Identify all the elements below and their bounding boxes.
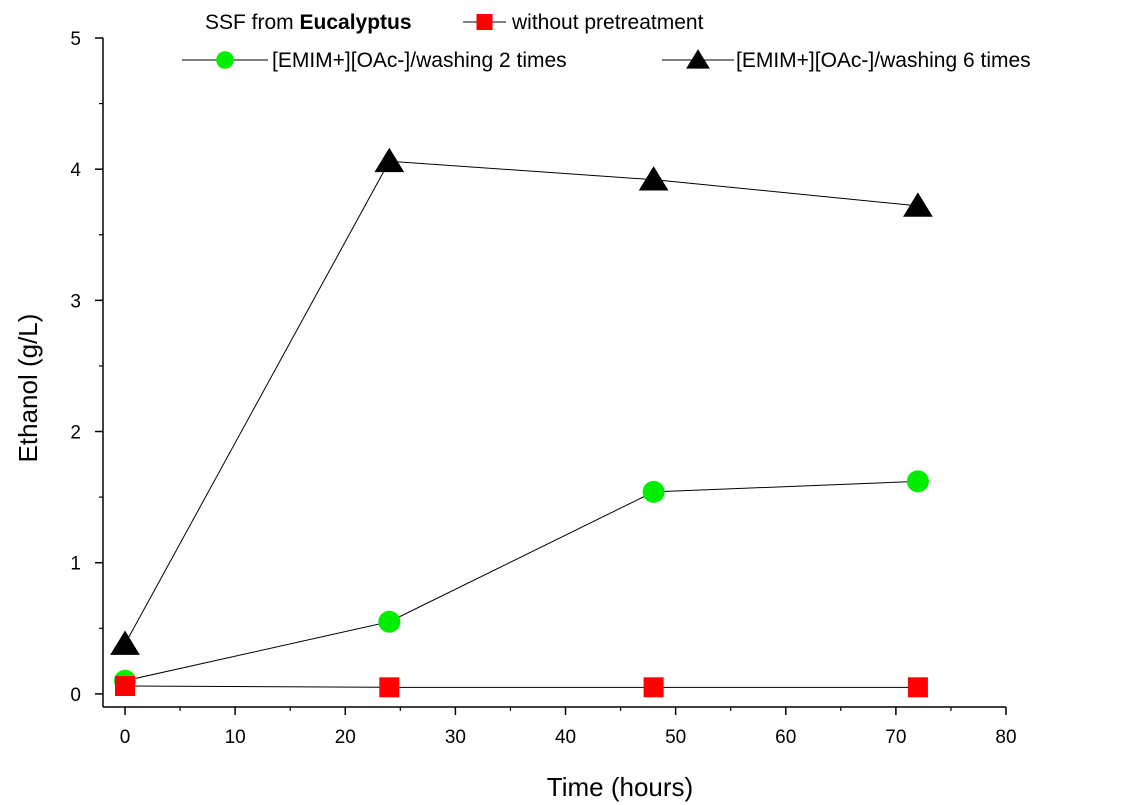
legend-title-prefix: SSF from — [205, 11, 300, 34]
series-without-pretreatment — [115, 676, 928, 698]
data-point — [378, 610, 401, 633]
y-tick-label: 1 — [70, 554, 81, 575]
data-point — [643, 677, 664, 698]
axes — [102, 38, 1006, 708]
y-axis-title: Ethanol (g/L) — [13, 314, 43, 463]
legend-item-washing-2-times: [EMIM+][OAc-]/washing 2 times — [182, 49, 567, 72]
data-point — [110, 630, 140, 655]
x-tick-label: 60 — [775, 727, 796, 748]
y-tick-label: 5 — [70, 29, 81, 50]
x-tick-label: 40 — [555, 727, 576, 748]
y-ticks: 0 1 2 3 4 5 — [70, 29, 103, 706]
data-point — [907, 677, 928, 698]
legend-title: SSF from Eucalyptus — [205, 11, 412, 34]
y-tick-label: 2 — [70, 423, 81, 444]
legend-marker-triangle — [686, 49, 710, 69]
data-point — [374, 147, 405, 173]
x-ticks: 0 10 20 30 40 50 60 70 80 — [120, 707, 1017, 748]
legend-label: [EMIM+][OAc-]/washing 6 times — [736, 49, 1031, 72]
series-layer — [110, 147, 933, 698]
y-tick-label: 4 — [70, 160, 81, 181]
legend-title-bold: Eucalyptus — [300, 11, 412, 34]
data-point — [638, 166, 669, 191]
data-point — [642, 480, 665, 503]
x-tick-label: 20 — [335, 727, 356, 748]
x-tick-label: 30 — [445, 727, 466, 748]
x-tick-label: 50 — [665, 727, 686, 748]
series-line — [124, 480, 918, 682]
x-axis-title: Time (hours) — [547, 772, 693, 802]
data-point — [115, 676, 136, 697]
series-line — [124, 160, 918, 645]
legend-marker-square — [476, 14, 493, 30]
series-washing-2-times — [114, 470, 929, 692]
y-tick-label: 0 — [70, 685, 81, 706]
x-tick-label: 0 — [120, 727, 131, 748]
x-tick-label: 70 — [885, 727, 906, 748]
data-point — [903, 192, 933, 217]
series-line — [125, 685, 918, 688]
data-point — [906, 470, 929, 493]
legend: SSF from Eucalyptus without pretreatment… — [182, 11, 1031, 72]
x-tick-label: 80 — [995, 727, 1016, 748]
legend-marker-circle — [216, 51, 234, 69]
legend-label: [EMIM+][OAc-]/washing 2 times — [272, 49, 567, 72]
series-washing-6-times — [110, 147, 933, 655]
legend-item-without-pretreatment: without pretreatment — [463, 11, 704, 34]
legend-item-washing-6-times: [EMIM+][OAc-]/washing 6 times — [662, 49, 1031, 72]
y-tick-label: 3 — [70, 291, 81, 312]
legend-label: without pretreatment — [511, 11, 704, 34]
x-tick-label: 10 — [225, 727, 246, 748]
data-point — [379, 677, 400, 698]
